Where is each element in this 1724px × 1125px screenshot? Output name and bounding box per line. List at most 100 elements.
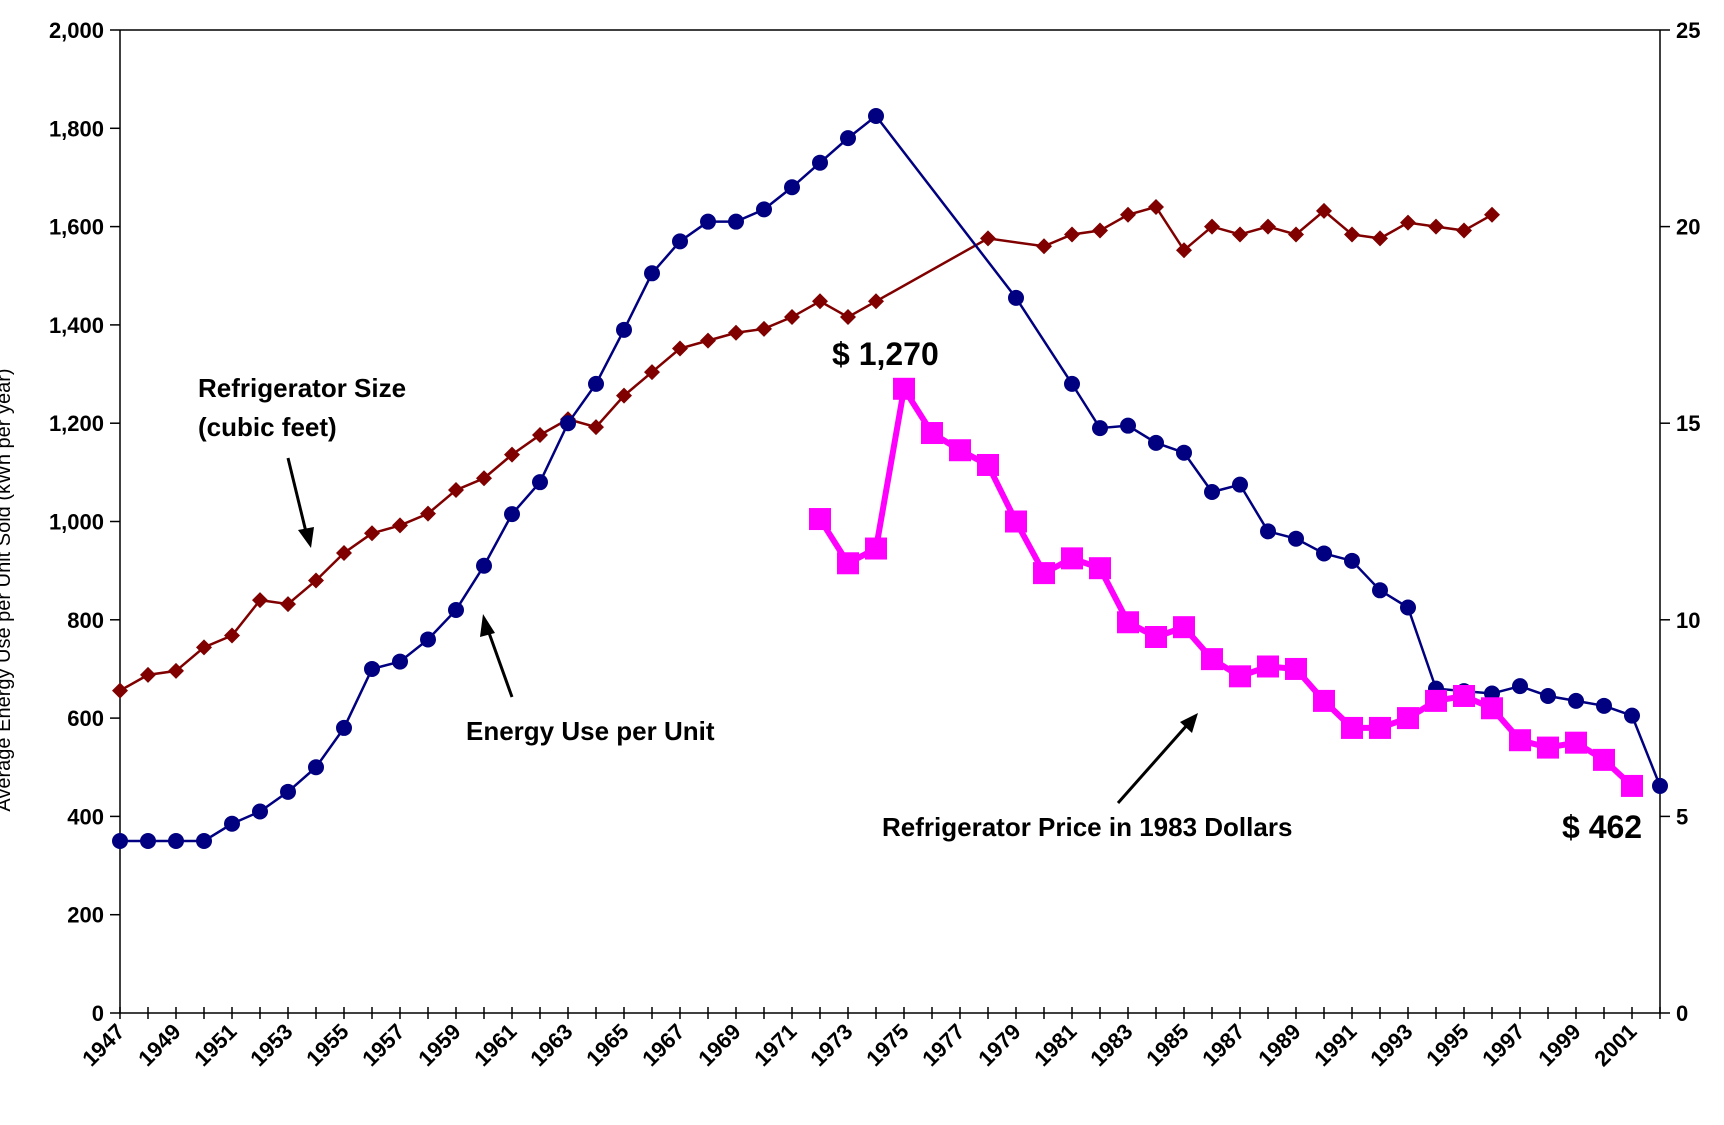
data-point: [1397, 707, 1419, 730]
x-tick-label: 1973: [805, 1019, 857, 1071]
data-point: [837, 552, 859, 575]
data-point: [1176, 242, 1192, 259]
data-point: [1624, 707, 1640, 724]
x-tick-label: 2001: [1589, 1019, 1641, 1071]
data-point: [1117, 611, 1139, 634]
right-y-tick-label: 15: [1676, 411, 1700, 436]
data-point: [476, 470, 492, 487]
data-point: [1232, 476, 1248, 493]
data-point: [1033, 562, 1055, 585]
size-arrow: [286, 457, 308, 533]
data-point: [364, 660, 380, 677]
x-tick-label: 1983: [1085, 1019, 1137, 1071]
data-point: [1008, 289, 1024, 306]
x-tick-label: 1949: [133, 1019, 185, 1071]
data-point: [1036, 238, 1052, 255]
data-point: [616, 321, 632, 338]
x-tick-label: 1985: [1141, 1019, 1193, 1071]
right-y-tick-label: 20: [1676, 215, 1700, 240]
data-point: [700, 213, 716, 230]
x-tick-label: 1987: [1197, 1019, 1249, 1071]
x-tick-label: 1959: [413, 1019, 465, 1071]
x-tick-label: 1979: [973, 1019, 1025, 1071]
annotation-arrows: [286, 457, 1198, 804]
data-point: [1481, 697, 1503, 720]
series-line: [119, 205, 1493, 692]
data-point: [893, 377, 915, 400]
data-point: [112, 832, 128, 849]
price-peak-label: $ 1,270: [832, 336, 939, 372]
data-point: [1652, 777, 1668, 794]
data-point: [280, 783, 296, 800]
size-annotation-line1: Refrigerator Size: [198, 373, 406, 403]
data-point: [812, 154, 828, 171]
data-point: [644, 364, 660, 381]
size-arrowhead: [298, 527, 314, 548]
energy-annotation: Energy Use per Unit: [466, 716, 715, 746]
data-point: [1204, 484, 1220, 501]
data-point: [504, 446, 520, 463]
data-point: [1288, 530, 1304, 547]
data-point: [1316, 545, 1332, 562]
data-point: [336, 719, 352, 736]
data-point: [504, 506, 520, 523]
y-axis-label: Average Energy Use per Unit Sold (kWh pe…: [0, 368, 15, 811]
data-point: [1537, 736, 1559, 759]
data-point: [1148, 434, 1164, 451]
series-size: [112, 198, 1500, 699]
data-point: [1204, 218, 1220, 235]
data-point: [1341, 716, 1363, 739]
data-point: [1173, 616, 1195, 639]
data-point: [588, 375, 604, 392]
data-point: [364, 525, 380, 542]
data-point: [756, 320, 772, 337]
x-tick-label: 1975: [861, 1019, 913, 1071]
data-point: [1372, 582, 1388, 599]
x-tick-label: 1971: [749, 1019, 801, 1071]
data-point: [1061, 547, 1083, 570]
data-point: [532, 474, 548, 491]
price-arrowhead: [1180, 713, 1198, 733]
left-y-tick-label: 400: [67, 804, 104, 829]
data-point: [1509, 729, 1531, 752]
energy-arrow: [486, 629, 514, 698]
data-point: [1540, 687, 1556, 704]
x-tick-label: 1977: [917, 1019, 969, 1071]
data-point: [112, 682, 128, 699]
data-point: [252, 592, 268, 609]
data-point: [840, 309, 856, 326]
data-point: [336, 544, 352, 561]
data-point: [448, 482, 464, 499]
data-point: [588, 419, 604, 436]
x-tick-label: 1969: [693, 1019, 745, 1071]
data-point: [1512, 678, 1528, 695]
data-point: [1313, 689, 1335, 712]
data-point: [1484, 206, 1500, 223]
energy-arrowhead: [480, 614, 495, 637]
data-point: [1456, 222, 1472, 239]
data-point: [308, 572, 324, 589]
data-point: [868, 293, 884, 310]
right-y-tick-label: 0: [1676, 1001, 1688, 1026]
x-tick-label: 1957: [357, 1019, 409, 1071]
series-price: [809, 377, 1643, 797]
data-point: [1232, 226, 1248, 243]
data-point: [1260, 218, 1276, 235]
x-tick-label: 1993: [1365, 1019, 1417, 1071]
series-energy: [112, 108, 1668, 849]
data-point: [980, 230, 996, 247]
data-point: [1064, 375, 1080, 392]
data-point: [1344, 552, 1360, 569]
data-point: [168, 662, 184, 679]
data-point: [812, 293, 828, 310]
data-point: [672, 340, 688, 357]
data-point: [1453, 684, 1475, 707]
data-point: [1229, 665, 1251, 688]
data-point: [1064, 226, 1080, 243]
left-y-tick-label: 2,000: [49, 18, 104, 43]
data-point: [1260, 523, 1276, 540]
data-point: [1596, 697, 1612, 714]
left-y-tick-label: 0: [92, 1001, 104, 1026]
left-y-tick-label: 600: [67, 706, 104, 731]
